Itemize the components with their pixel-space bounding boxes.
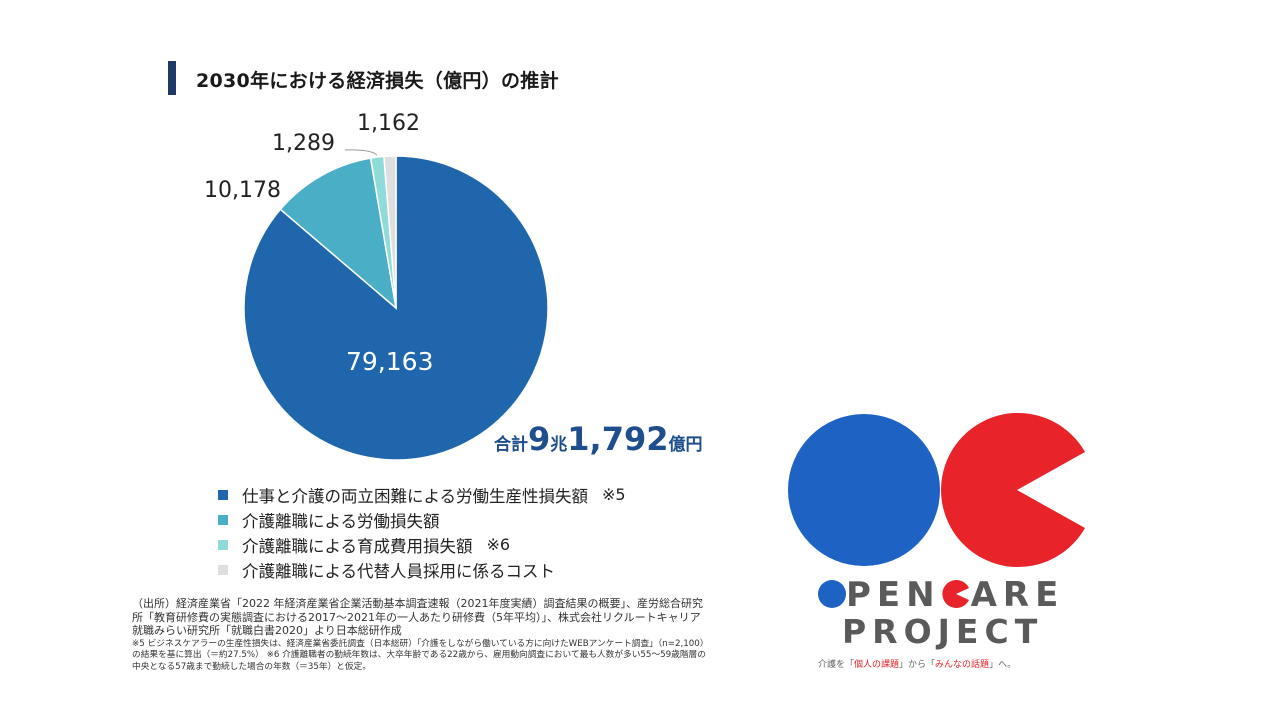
chart-title: 2030年における経済損失（億円）の推計: [196, 70, 559, 92]
legend-note: ※6: [486, 535, 511, 554]
total-part2: 1,792: [567, 420, 669, 458]
logo-tag-highlight: みんなの話題: [935, 660, 990, 670]
pie-label-replacement-cost: 1,162: [357, 111, 420, 136]
pie-slice-replacement-cost: [383, 155, 397, 309]
pie-label-labor-productivity: 79,163: [346, 347, 434, 376]
logo-text-pen: PEN: [846, 575, 941, 615]
legend-swatch: [218, 564, 228, 575]
total-amount: 合計9兆1,792億円: [494, 420, 702, 458]
legend-label: 仕事と介護の両立困難による労働生産性損失額: [242, 486, 589, 506]
logo-tagline: 介護を「個人の課題」から「みんなの話題」へ。: [818, 657, 1016, 670]
title-accent-bar: [168, 61, 176, 95]
legend-item: 介護離職による育成費用損失額 ※6: [218, 532, 626, 557]
legend-item: 仕事と介護の両立困難による労働生産性損失額 ※5: [218, 482, 626, 507]
legend: 仕事と介護の両立困難による労働生産性損失額 ※5 介護離職による労働損失額 介護…: [218, 482, 626, 582]
legend-note: ※5: [602, 485, 626, 504]
logo-wordmark-project: PROJECT: [842, 612, 1044, 651]
total-prefix: 合計: [494, 435, 528, 455]
logo-wordmark-open-care: PEN ARE: [818, 575, 1064, 615]
logo-o-circle-icon: [818, 580, 846, 608]
pie-label-labor-loss: 10,178: [204, 178, 281, 203]
logo-text-are: ARE: [970, 575, 1065, 615]
pie-label-training-cost: 1,289: [272, 131, 335, 156]
source-text: （出所）経済産業省「2022 年経済産業省企業活動基本調査速報（2021年度実績…: [132, 597, 703, 637]
logo-red-pacman: [941, 413, 1085, 567]
legend-label: 介護離職による代替人員採用に係るコスト: [242, 561, 556, 581]
legend-swatch: [218, 489, 228, 500]
logo-tag-part: 」へ。: [989, 660, 1017, 670]
logo-tag-part: 介護を「: [818, 660, 855, 670]
logo-c-pacman-icon: [941, 580, 969, 608]
legend-item: 介護離職による代替人員採用に係るコスト: [218, 557, 626, 582]
total-part1: 9: [528, 420, 551, 458]
legend-label: 介護離職による育成費用損失額: [242, 536, 473, 556]
logo-blue-circle: [788, 414, 940, 566]
total-unit1: 兆: [550, 435, 568, 455]
legend-label: 介護離職による労働損失額: [242, 511, 440, 531]
pie-leader-line: [344, 149, 378, 156]
legend-item: 介護離職による労働損失額: [218, 507, 626, 532]
legend-swatch: [218, 539, 228, 550]
total-unit2: 億円: [668, 435, 703, 455]
logo-tag-part: 」から「: [899, 660, 936, 670]
logo-tag-highlight: 個人の課題: [854, 660, 900, 670]
footnote-text: ※5 ビジネスケアラーの生産性損失は、経済産業省委託調査（日本総研）「介護をしな…: [132, 638, 706, 672]
pie-slice-labor-loss: [279, 157, 398, 310]
open-care-logo-mark: [788, 413, 1085, 567]
legend-swatch: [218, 514, 228, 525]
source-notes: （出所）経済産業省「2022 年経済産業省企業活動基本調査速報（2021年度実績…: [132, 597, 707, 673]
